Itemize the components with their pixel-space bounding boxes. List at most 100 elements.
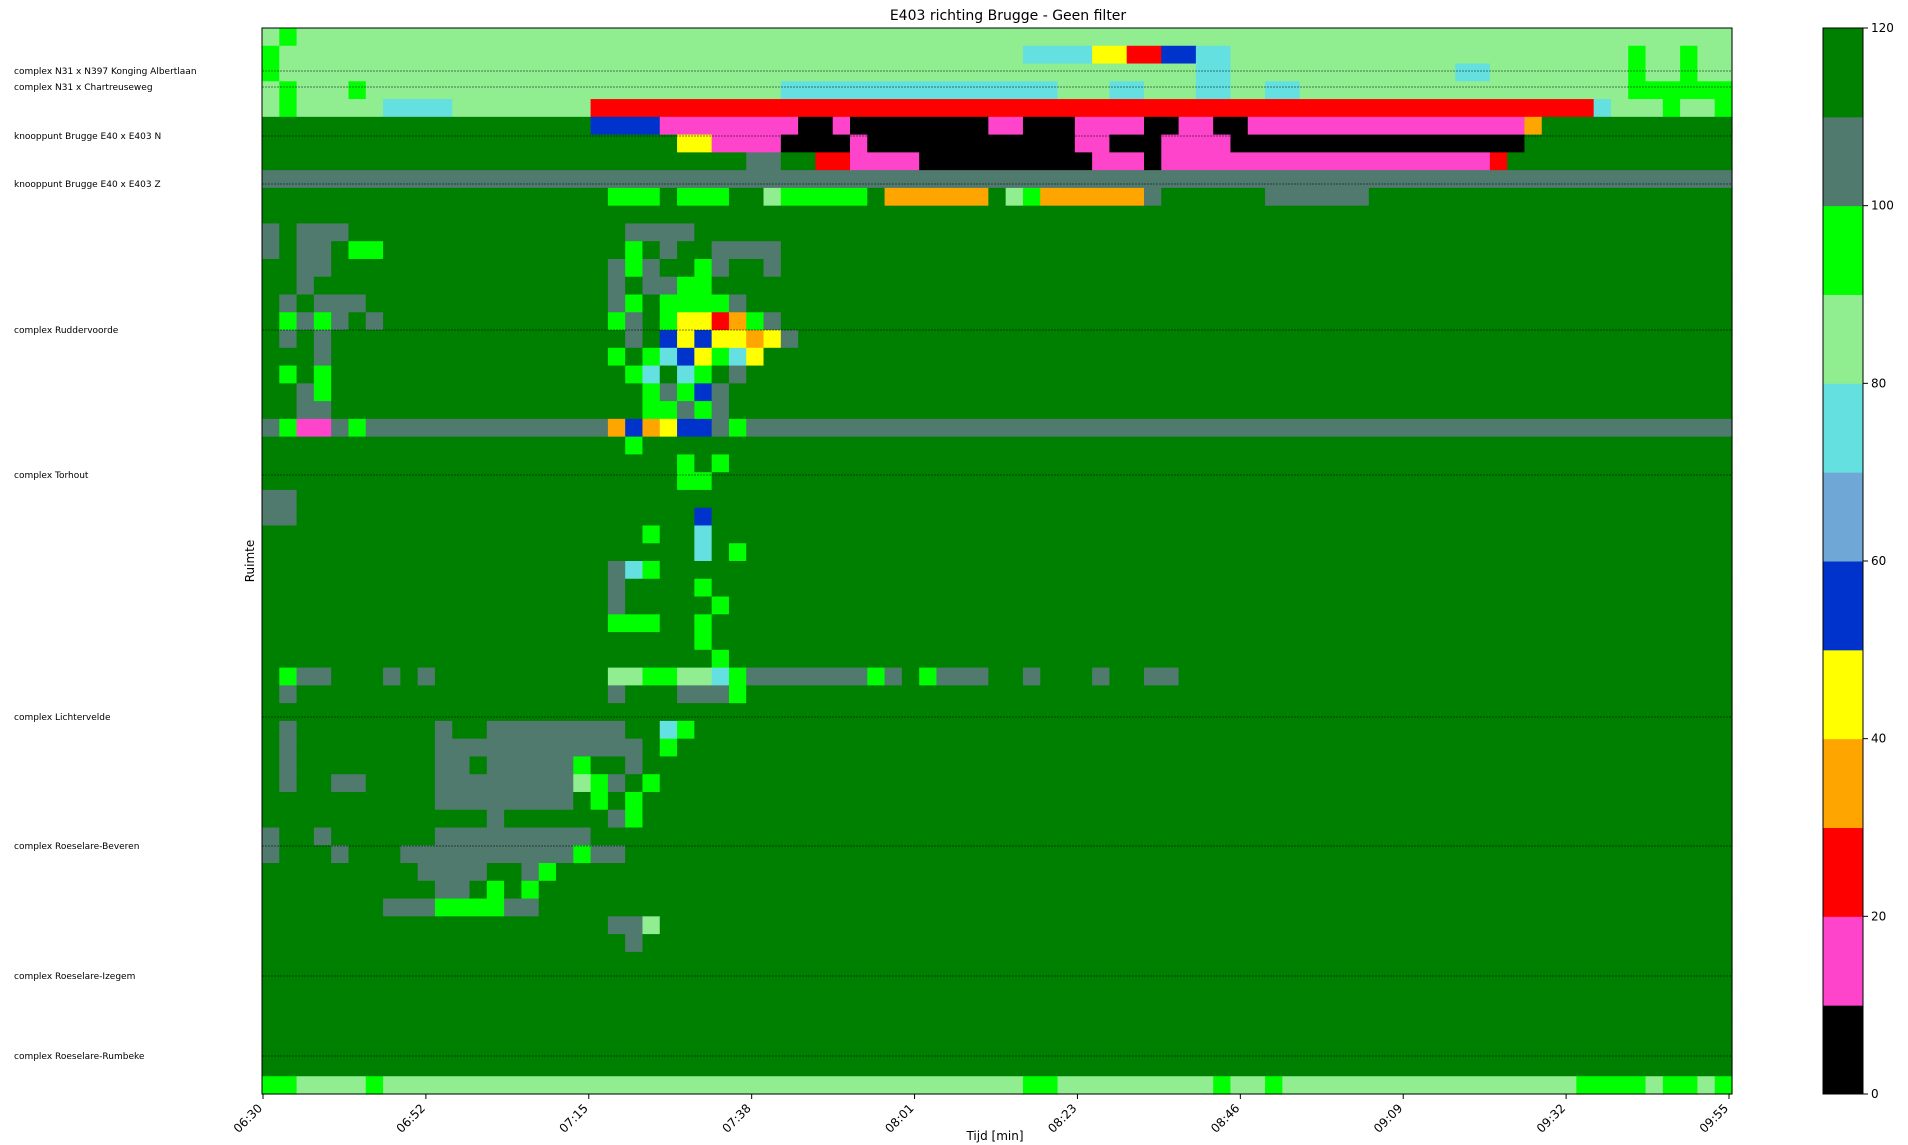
heatmap-cell [988, 187, 1007, 207]
heatmap-cell [313, 330, 332, 349]
heatmap-cell [728, 258, 765, 278]
heatmap-cell [1022, 116, 1076, 136]
colorbar-tick-label: 100 [1871, 199, 1894, 213]
heatmap-cell [262, 863, 419, 882]
heatmap-cell [694, 525, 713, 544]
heatmap-cell [279, 667, 298, 686]
heatmap-cell [711, 543, 730, 562]
heatmap-cell [711, 347, 730, 367]
colorbar-segment [1823, 205, 1863, 295]
heatmap-cell [452, 720, 488, 740]
heatmap-cell [711, 276, 1733, 296]
heatmap-cell [434, 756, 471, 775]
heatmap-cell [677, 738, 1733, 758]
heatmap-cell [383, 312, 609, 331]
heatmap-cell [486, 756, 574, 775]
heatmap-cell [1109, 81, 1145, 100]
colorbar-segment [1823, 472, 1863, 562]
heatmap-cell [262, 774, 280, 793]
heatmap-cell [694, 401, 713, 420]
heatmap-cell [348, 845, 401, 864]
heatmap-cell [296, 720, 436, 740]
heatmap-cell [486, 863, 523, 882]
heatmap-cell [262, 294, 280, 313]
heatmap-cell [677, 685, 730, 704]
heatmap-cell [434, 827, 592, 846]
heatmap-cell [625, 774, 644, 793]
heatmap-cell [642, 312, 661, 331]
heatmap-cell [262, 472, 678, 491]
colorbar-tick-label: 80 [1871, 376, 1886, 390]
heatmap-cell [262, 987, 1733, 1006]
plot-frame [261, 27, 1733, 1095]
heatmap-cell [262, 543, 695, 562]
colorbar-segment [1823, 827, 1863, 917]
heatmap-cell [711, 312, 730, 331]
heatmap-cell [262, 45, 280, 65]
heatmap-cell [607, 258, 626, 278]
heatmap-cell [313, 276, 609, 296]
heatmap-cell [780, 330, 799, 349]
heatmap-cell [262, 614, 609, 633]
heatmap-cell [262, 578, 609, 598]
heatmap-cell [1593, 99, 1612, 118]
heatmap-cell [642, 383, 661, 402]
heatmap-cell [625, 934, 644, 953]
heatmap-cell [642, 401, 678, 420]
heatmap-cell [262, 1022, 1733, 1042]
heatmap-cell [573, 756, 592, 775]
heatmap-cell [763, 258, 782, 278]
heatmap-cell [659, 330, 678, 349]
heatmap-cell [262, 667, 280, 686]
heatmap-cell [694, 258, 713, 278]
heatmap-cell [331, 330, 626, 349]
heatmap-cell [279, 223, 298, 242]
heatmap-cell [279, 418, 298, 438]
colorbar-segment [1823, 561, 1863, 651]
heatmap-cell [262, 276, 298, 296]
heatmap-cell [262, 1058, 1733, 1077]
colorbar-tick-label: 60 [1871, 554, 1886, 568]
row-guide-lines [262, 70, 1732, 1057]
heatmap-cell [607, 667, 644, 686]
heatmap-cell [1144, 187, 1162, 207]
heatmap-cell [1714, 99, 1733, 118]
heatmap-cell [1092, 45, 1128, 65]
heatmap-cell [659, 347, 678, 367]
colorbar-tick-label: 0 [1871, 1087, 1879, 1101]
heatmap-cell [434, 791, 574, 811]
heatmap-cell [659, 312, 678, 331]
colorbar: 0 20 40 60 80 100 120 [1822, 21, 1894, 1101]
heatmap-cell [279, 99, 298, 118]
heatmap-cell [850, 134, 868, 153]
heatmap-cell [383, 99, 453, 118]
heatmap-cell [296, 756, 436, 775]
heatmap-cell [798, 116, 834, 136]
heatmap-cell [659, 258, 695, 278]
heatmap-cell [348, 241, 384, 260]
heatmap-cell [1697, 1076, 1716, 1095]
heatmap-cell [279, 720, 298, 740]
heatmap-cell [607, 809, 626, 829]
heatmap-cell [642, 934, 1733, 953]
heatmap-cell [262, 507, 298, 527]
heatmap-cell [383, 898, 436, 917]
heatmap-cell [262, 632, 695, 651]
heatmap-cell [642, 294, 661, 313]
heatmap-cell [262, 969, 1733, 988]
x-tick-label: 08:46 [1208, 1101, 1242, 1135]
heatmap-cell [262, 898, 384, 917]
heatmap-cell [642, 561, 661, 580]
heatmap-cell [1265, 81, 1301, 100]
heatmap-cell [780, 152, 817, 171]
heatmap-cell [504, 898, 540, 917]
heatmap-cell [1109, 134, 1162, 153]
heatmap-cell [1697, 45, 1733, 65]
heatmap-cell [1040, 667, 1093, 686]
heatmap-cell [279, 294, 298, 313]
heatmap-cell [296, 81, 350, 100]
heatmap-cell [1057, 81, 1111, 100]
heatmap-cell [1178, 667, 1733, 686]
heatmap-cell [331, 347, 609, 367]
